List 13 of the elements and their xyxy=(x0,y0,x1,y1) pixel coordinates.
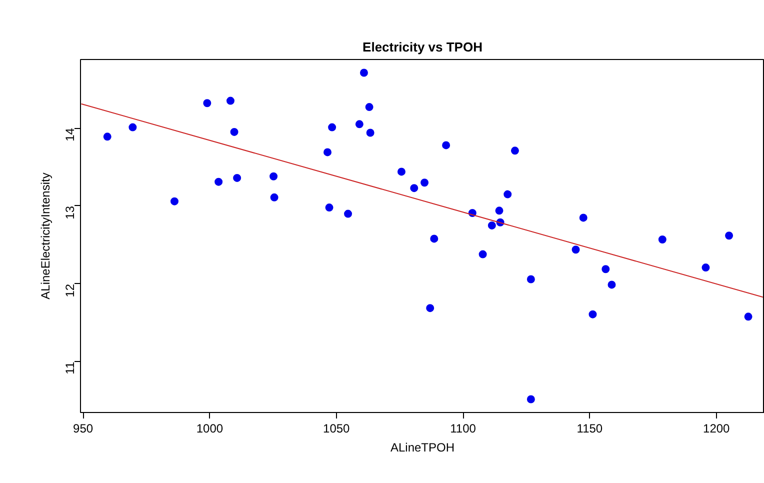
y-tick-label: 13 xyxy=(63,206,77,220)
x-tick-label: 1000 xyxy=(196,422,224,436)
x-tick-label: 1050 xyxy=(323,422,350,436)
y-tick-label: 14 xyxy=(63,128,77,142)
y-tick-label: 12 xyxy=(63,284,77,298)
y-axis-title: ALineElectricityIntensity xyxy=(38,172,52,300)
x-tick-label: 1150 xyxy=(576,422,603,436)
x-tick-label: 950 xyxy=(73,422,94,436)
y-tick-label: 11 xyxy=(63,362,77,374)
x-tick-label: 1200 xyxy=(703,422,730,436)
chart-title: Electricity vs TPOH xyxy=(362,40,482,54)
x-tick-label: 1100 xyxy=(450,422,476,436)
x-axis-title: ALineTPOH xyxy=(390,440,455,454)
